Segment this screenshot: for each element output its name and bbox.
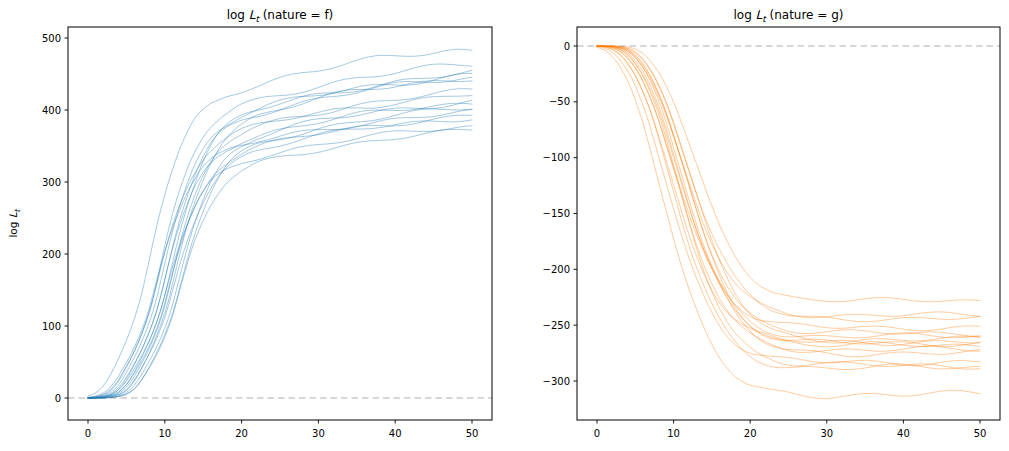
y-tick-label: 0 <box>564 41 570 52</box>
y-tick-label: −100 <box>543 152 570 163</box>
subplot-g: 0 10 20 30 40 50 0 −50 −100 −150 −200 −250 −300 log L… <box>543 8 1000 439</box>
figure: 010203040500100200300400500log Lt (natur… <box>0 0 1009 451</box>
y-tick-label: 300 <box>42 177 61 188</box>
axis-spines <box>68 27 492 420</box>
y-tick-label: −50 <box>549 96 570 107</box>
y-tick-label: 500 <box>42 33 61 44</box>
y-tick-label: −300 <box>543 376 570 387</box>
y-tick-label: −150 <box>543 208 570 219</box>
y-tick-label: 200 <box>42 249 61 260</box>
y-tick-label: −200 <box>543 264 570 275</box>
y-axis-ticks: 0 −50 −100 −150 −200 −250 −300 <box>543 41 577 387</box>
subplot-f: 010203040500100200300400500log Lt (natur… <box>7 8 492 439</box>
series-line <box>88 89 472 398</box>
y-axis-label: log Lt <box>7 208 22 237</box>
series-lines <box>88 49 472 398</box>
series-line <box>88 49 472 396</box>
x-tick-label: 10 <box>667 428 680 439</box>
plot-title: log Lt (nature = g) <box>734 8 844 24</box>
x-tick-label: 0 <box>594 428 600 439</box>
x-tick-label: 50 <box>466 428 479 439</box>
figure-canvas: 010203040500100200300400500log Lt (natur… <box>0 0 1009 451</box>
series-line <box>88 96 472 398</box>
y-tick-label: −250 <box>543 320 570 331</box>
x-tick-label: 40 <box>897 428 910 439</box>
x-tick-label: 30 <box>312 428 325 439</box>
x-tick-label: 50 <box>974 428 987 439</box>
x-axis-ticks: 0 10 20 30 40 50 <box>85 420 479 439</box>
series-line <box>597 46 980 357</box>
x-tick-label: 10 <box>158 428 171 439</box>
y-tick-label: 400 <box>42 105 61 116</box>
x-tick-label: 0 <box>85 428 91 439</box>
y-tick-label: 0 <box>55 393 61 404</box>
series-line <box>88 129 472 398</box>
series-line <box>597 46 980 318</box>
plot-title: log Lt (nature = f) <box>227 8 334 24</box>
x-tick-label: 20 <box>744 428 757 439</box>
x-tick-label: 30 <box>820 428 833 439</box>
x-tick-label: 20 <box>235 428 248 439</box>
y-tick-label: 100 <box>42 321 61 332</box>
y-axis-ticks: 0 100 200 300 400 500 <box>42 33 68 404</box>
x-axis-ticks: 0 10 20 30 40 50 <box>594 420 987 439</box>
series-line <box>597 46 980 352</box>
series-line <box>88 126 472 398</box>
x-tick-label: 40 <box>389 428 402 439</box>
series-lines <box>597 46 980 399</box>
